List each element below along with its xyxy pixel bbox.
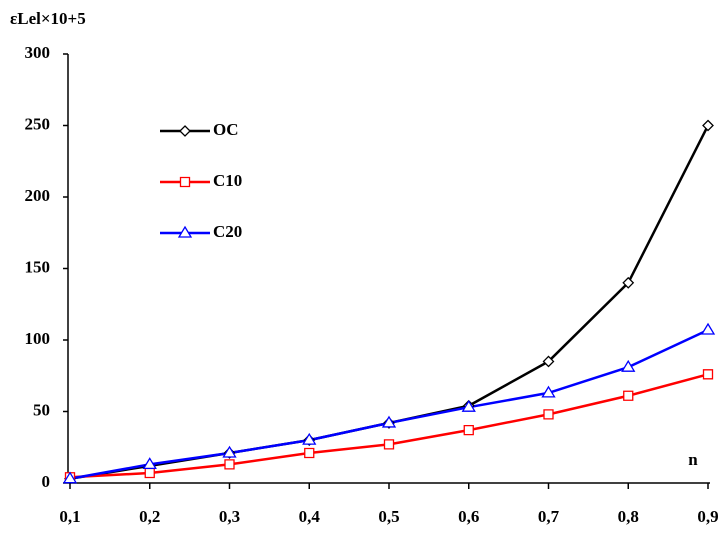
point — [542, 355, 555, 368]
y-tick-label: 200 — [25, 186, 51, 205]
point — [623, 390, 634, 401]
x-axis-label: n — [688, 450, 698, 469]
y-tick-label: 0 — [42, 472, 51, 491]
point — [302, 432, 317, 445]
point — [463, 424, 474, 436]
point — [541, 385, 556, 398]
x-tick-label: 0,1 — [59, 507, 80, 526]
y-tick-label: 250 — [25, 114, 51, 133]
legend-label: C20 — [213, 222, 242, 241]
x-tick-label: 0,7 — [538, 507, 560, 526]
point — [621, 359, 636, 372]
legend-marker — [179, 125, 191, 137]
y-tick-label: 300 — [25, 43, 51, 62]
y-tick-label: 100 — [25, 329, 51, 348]
legend-label: OC — [213, 120, 239, 139]
x-tick-label: 0,4 — [299, 507, 321, 526]
legend-marker — [179, 176, 191, 188]
point — [543, 409, 554, 420]
point — [702, 369, 714, 380]
point — [144, 467, 155, 479]
point — [304, 447, 315, 459]
point — [142, 457, 157, 470]
line — [69, 328, 709, 480]
point — [702, 119, 714, 132]
x-tick-label: 0,6 — [458, 507, 479, 526]
point — [62, 471, 78, 484]
point — [222, 445, 237, 458]
point — [461, 399, 476, 412]
legend-label: C10 — [213, 171, 242, 190]
point — [381, 415, 397, 428]
y-tick-label: 150 — [25, 257, 51, 276]
x-tick-label: 0,9 — [697, 507, 718, 526]
point — [224, 459, 235, 470]
x-tick-label: 0,2 — [139, 507, 160, 526]
point — [383, 439, 395, 450]
x-tick-label: 0,3 — [219, 507, 240, 526]
point — [622, 276, 635, 289]
x-tick-label: 0,8 — [618, 507, 639, 526]
x-tick-label: 0,5 — [378, 507, 399, 526]
legend-marker — [177, 225, 193, 238]
point — [700, 322, 716, 335]
y-tick-label: 50 — [33, 400, 50, 419]
y-axis-label: εLel×10+5 — [10, 9, 86, 28]
